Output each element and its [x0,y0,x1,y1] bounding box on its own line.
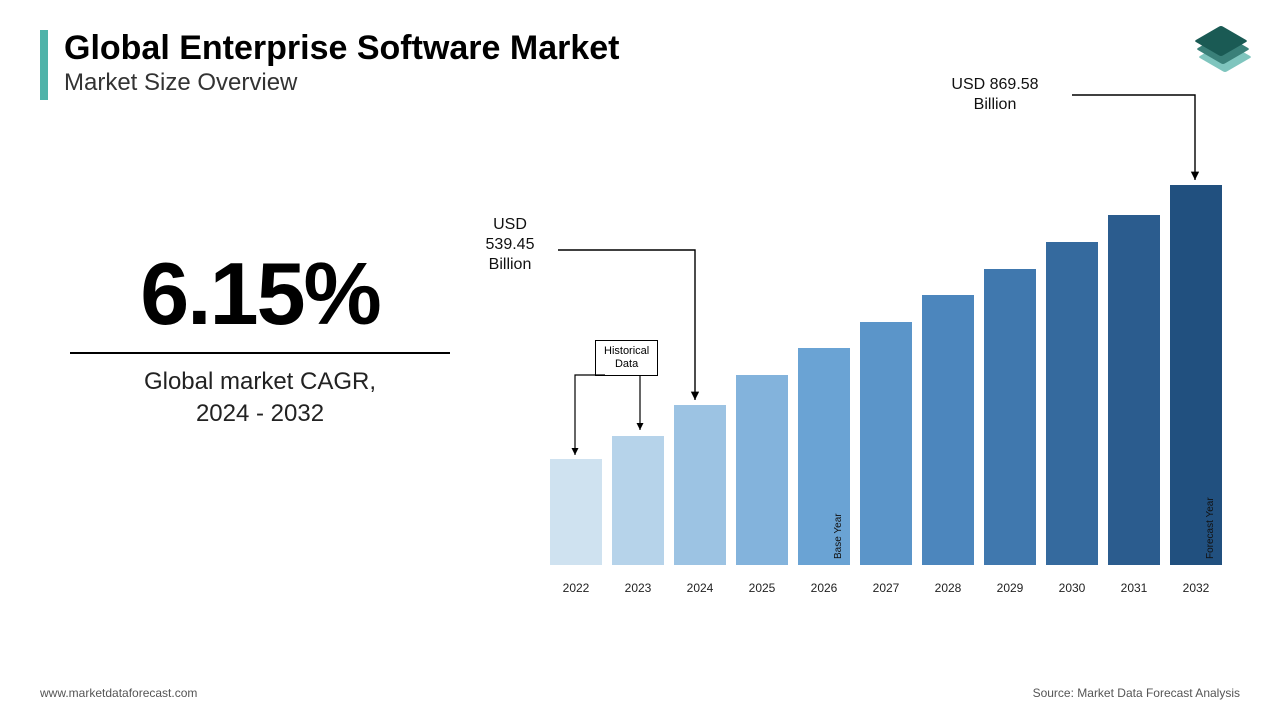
bar-rect [922,295,974,565]
x-label: 2031 [1108,581,1160,595]
bar-2027 [860,322,912,565]
bar-2026: Base Year [798,348,850,565]
footer-url: www.marketdataforecast.com [40,686,197,700]
x-label: 2024 [674,581,726,595]
bar-rect [674,405,726,565]
x-label: 2030 [1046,581,1098,595]
x-label: 2022 [550,581,602,595]
bar-2023 [612,436,664,565]
bar-rect [612,436,664,565]
bar-2025 [736,375,788,565]
x-label: 2029 [984,581,1036,595]
callout-start-value: USD 539.45 Billion [465,215,555,275]
x-label: 2028 [922,581,974,595]
bar-rect [984,269,1036,565]
bar-2031 [1108,215,1160,565]
bar-rect [1108,215,1160,565]
bar-2032: Forecast Year [1170,185,1222,565]
title-block: Global Enterprise Software Market Market… [64,30,620,97]
x-label: 2032 [1170,581,1222,595]
x-axis-labels: 2022 2023 2024 2025 2026 2027 2028 2029 2030 2031… [550,581,1250,595]
bar-2024 [674,405,726,565]
cagr-label: Global market CAGR, 2024 - 2032 [70,366,450,431]
header: Global Enterprise Software Market Market… [40,30,620,100]
cagr-divider [70,352,450,354]
page-subtitle: Market Size Overview [64,69,620,97]
bar-rect [550,459,602,565]
historical-data-label: Historical Data [595,340,658,376]
bar-rect [860,322,912,565]
bar-vertical-label: Base Year [833,513,844,559]
bar-rect [736,375,788,565]
cagr-panel: 6.15% Global market CAGR, 2024 - 2032 [70,250,450,431]
bar-vertical-label: Forecast Year [1205,497,1216,559]
bar-2022 [550,459,602,565]
bar-2029 [984,269,1036,565]
x-label: 2026 [798,581,850,595]
bar-2028 [922,295,974,565]
footer-source: Source: Market Data Forecast Analysis [1033,686,1240,700]
bar-2030 [1046,242,1098,565]
cagr-value: 6.15% [70,250,450,338]
brand-logo-icon [1200,22,1248,70]
page-title: Global Enterprise Software Market [64,30,620,67]
x-label: 2027 [860,581,912,595]
bar-rect [1046,242,1098,565]
x-label: 2025 [736,581,788,595]
bar-rect: Forecast Year [1170,185,1222,565]
callout-end-value: USD 869.58 Billion [920,75,1070,115]
x-label: 2023 [612,581,664,595]
bar-rect: Base Year [798,348,850,565]
header-accent-bar [40,30,48,100]
